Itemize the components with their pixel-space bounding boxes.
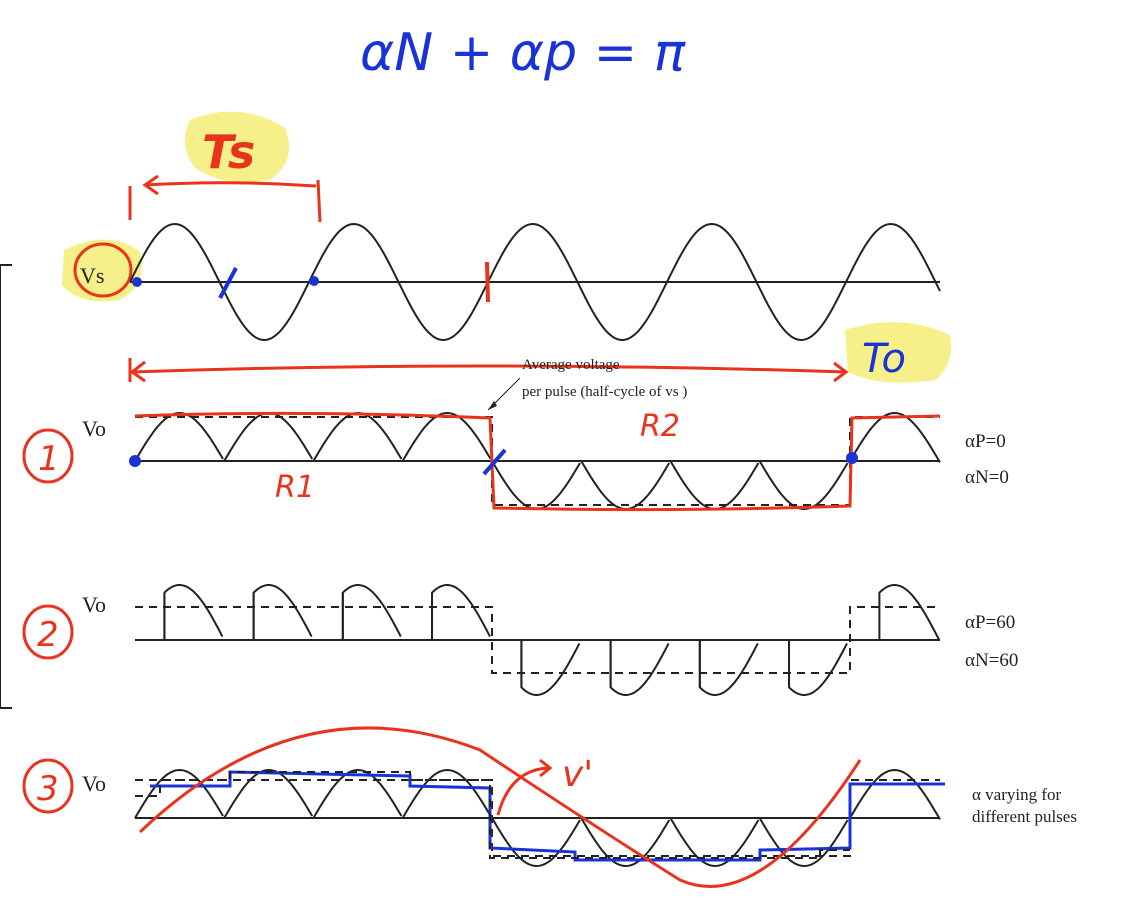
vo-label-1: Vo [82, 416, 106, 441]
alpha-varying-label-1: α varying for [972, 785, 1061, 804]
row1-waveform [129, 411, 941, 512]
left-bracket [0, 264, 12, 709]
v-prime-pointer [496, 758, 553, 816]
vs-label: Vs [80, 263, 104, 288]
avg-voltage-label-2: per pulse (half-cycle of vs ) [522, 384, 687, 400]
avg-voltage-label-1: Average voltage [522, 357, 620, 373]
average-dashed-line [135, 606, 940, 674]
alpha-p-label-2: αP=60 [965, 612, 1015, 633]
v-prime-curve [138, 726, 862, 888]
case-3-marker: 3 [22, 758, 74, 814]
vs-waveform [129, 222, 941, 342]
to-span-arrow [128, 358, 849, 383]
ts-highlight [185, 111, 290, 183]
vs-circle [73, 242, 133, 298]
case-1-number: 1 [38, 439, 60, 479]
row3-waveform [134, 768, 945, 868]
vo-label-2: Vo [82, 592, 106, 617]
title-equation: αN + αp = π [360, 23, 686, 83]
case-2-number: 2 [37, 615, 59, 655]
zero-crossing-dot [132, 277, 142, 287]
avg-voltage-pointer-head [488, 401, 497, 410]
to-label: To [862, 336, 906, 382]
vo-label-3: Vo [82, 771, 106, 796]
transition-tick [482, 448, 507, 476]
r1-label: R1 [275, 470, 315, 505]
vs-sine [129, 222, 941, 342]
rectified-pulses [163, 584, 941, 696]
alpha-n-label-1: αN=0 [965, 467, 1009, 488]
ts-label: Ts [202, 125, 255, 179]
alpha-n-label-2: αN=60 [965, 650, 1018, 671]
alpha-varying-label-2: different pulses [972, 807, 1077, 826]
stepped-average-overlay [150, 770, 945, 862]
case-2-marker: 2 [22, 604, 74, 660]
case-1-marker: 1 [22, 428, 74, 484]
alpha-p-label-1: αP=0 [965, 431, 1006, 452]
zero-crossing-dot [846, 452, 858, 464]
zero-crossing-dot [129, 455, 141, 467]
zero-crossing-tick [218, 267, 238, 299]
rectified-pulses [134, 768, 941, 868]
v-prime-label: v' [562, 754, 593, 795]
to-highlight [845, 322, 951, 383]
r1-r2-average-overlay [134, 411, 941, 512]
zero-crossing-dot [309, 276, 319, 286]
r2-label: R2 [640, 409, 680, 444]
period-mark [485, 261, 490, 303]
case-3-number: 3 [37, 769, 59, 809]
row2-waveform [135, 584, 941, 696]
ts-span-arrow [128, 174, 322, 223]
